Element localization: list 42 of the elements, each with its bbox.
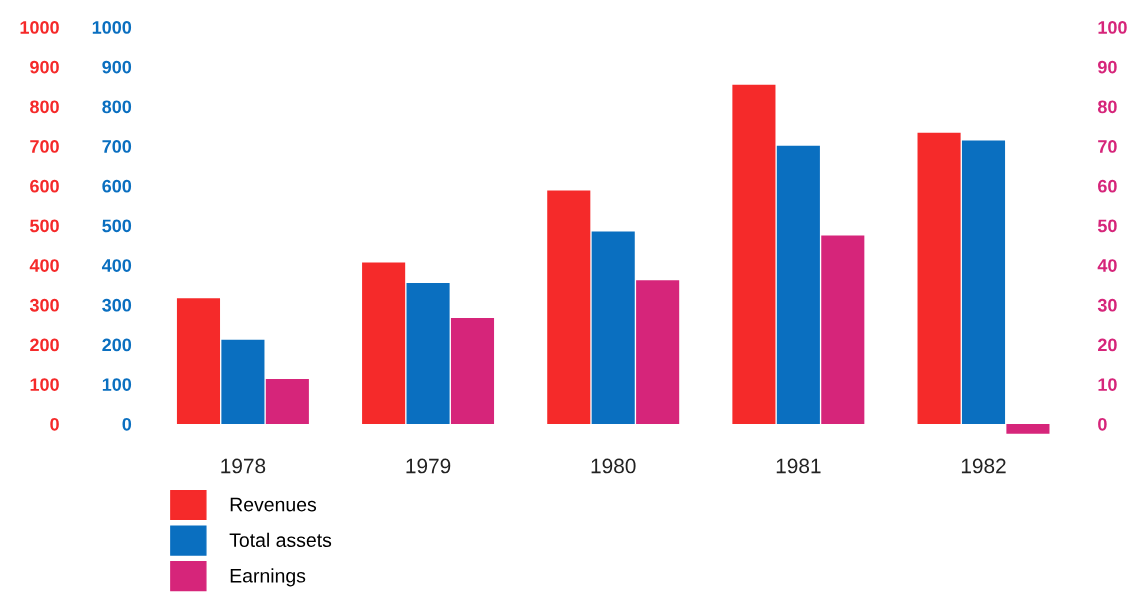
x-tick-label: 1981	[776, 458, 821, 474]
y-tick-label: 500	[30, 219, 59, 233]
y2-tick-label: 400	[101, 259, 132, 272]
y2-tick-label: 700	[102, 140, 132, 153]
y-tick-label: 1000	[20, 21, 59, 34]
y3-tick-label: 30	[1097, 298, 1117, 312]
y2-tick-label: 800	[102, 100, 132, 114]
y2-tick-label: 300	[102, 298, 132, 312]
y2-tick-label: 1000	[92, 21, 132, 34]
legend-label: Total assets	[229, 532, 332, 548]
y-tick-label: 900	[30, 60, 59, 74]
y3-tick-label: 50	[1097, 219, 1117, 233]
y2-tick-label: 600	[102, 179, 132, 193]
y3-tick-label: 100	[1098, 21, 1127, 34]
y2-tick-label: 500	[102, 219, 132, 233]
y2-tick-label: 0	[122, 417, 132, 431]
y2-tick-label: 100	[102, 378, 132, 391]
x-tick-label: 1982	[961, 458, 1006, 474]
y-tick-label: 400	[29, 259, 59, 272]
y3-tick-label: 0	[1098, 417, 1107, 431]
y3-tick-label: 40	[1097, 259, 1117, 272]
legend-label: Revenues	[230, 497, 317, 512]
y3-tick-label: 80	[1097, 100, 1117, 114]
y3-tick-label: 90	[1098, 60, 1117, 74]
y3-tick-label: 70	[1098, 140, 1117, 153]
x-tick-label: 1979	[406, 458, 451, 474]
y-tick-label: 300	[29, 298, 59, 312]
y3-tick-label: 20	[1098, 338, 1117, 352]
legend-label: Earnings	[230, 568, 306, 587]
y3-tick-label: 60	[1098, 179, 1117, 193]
y2-tick-label: 200	[102, 338, 132, 352]
bar	[1006, 423, 1050, 434]
y-tick-label: 0	[50, 417, 59, 431]
y-tick-label: 100	[30, 378, 59, 391]
y-tick-label: 800	[30, 100, 59, 114]
x-tick-label: 1978	[221, 458, 266, 474]
y3-tick-label: 10	[1098, 378, 1117, 391]
x-tick-label: 1980	[591, 458, 636, 474]
y-tick-label: 600	[30, 179, 59, 193]
y-tick-label: 200	[30, 338, 59, 352]
y2-tick-label: 900	[102, 60, 132, 74]
y-tick-label: 700	[30, 140, 59, 153]
